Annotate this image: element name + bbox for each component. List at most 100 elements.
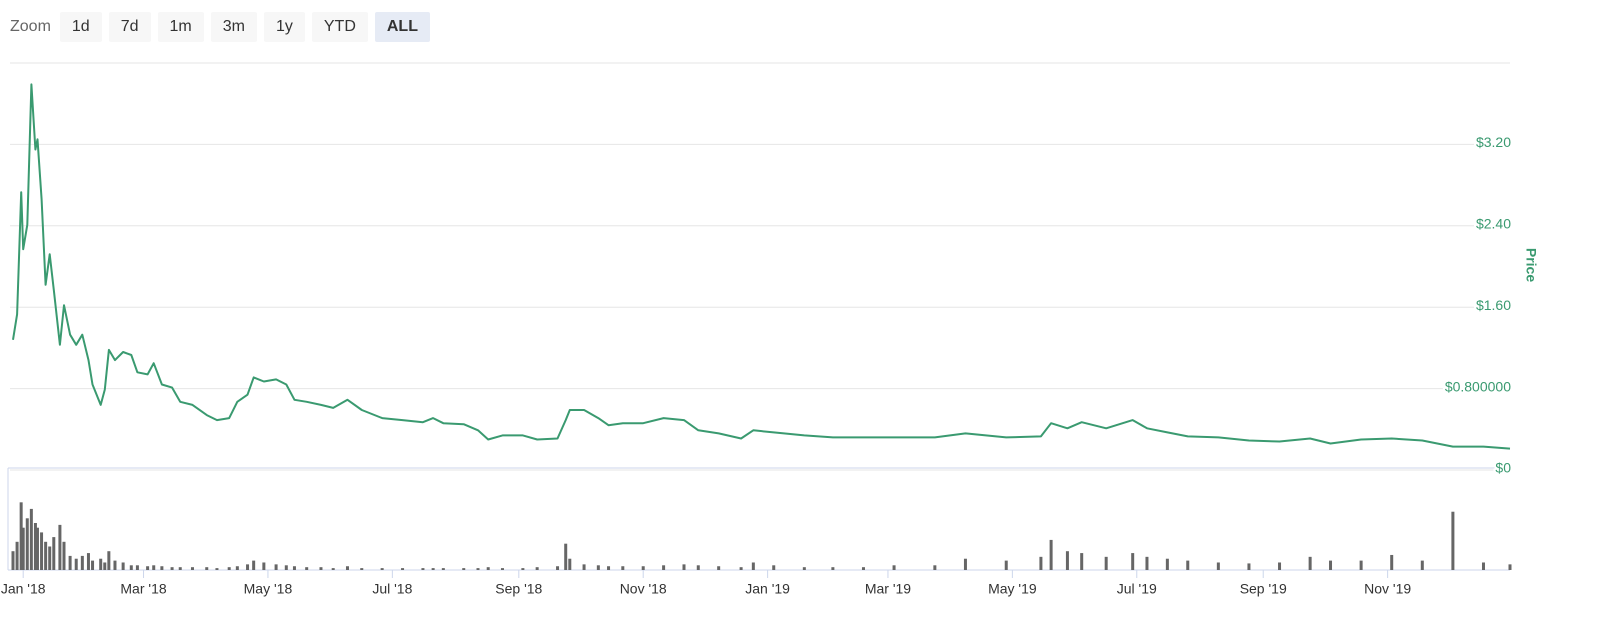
x-tick-label: Jan '19 (745, 581, 790, 597)
volume-bar (113, 560, 117, 570)
volume-bar (1481, 562, 1485, 570)
volume-bar (292, 566, 296, 570)
volume-bar (121, 562, 125, 570)
y-tick-label: $0.800000 (1445, 378, 1511, 394)
volume-bar (86, 553, 90, 570)
volume-bar (274, 564, 278, 570)
volume-bar (252, 560, 256, 570)
volume-bar (1390, 554, 1394, 570)
zoom-button[interactable]: 1m (157, 12, 204, 42)
volume-bar (621, 566, 625, 570)
volume-bar (1451, 511, 1455, 570)
x-tick-label: Nov '19 (1364, 581, 1411, 597)
volume-bar (1216, 562, 1220, 570)
volume-bar (739, 567, 743, 570)
volume-bar (582, 564, 586, 570)
volume-bar (305, 567, 309, 570)
volume-bar (1186, 560, 1190, 570)
volume-bar (262, 562, 266, 570)
y-tick-label: $3.20 (1476, 134, 1511, 150)
x-tick-label: Jul '19 (1117, 581, 1157, 597)
y-axis-title: Price (1523, 248, 1539, 282)
zoom-button[interactable]: 1d (59, 12, 102, 42)
x-tick-label: Nov '18 (620, 581, 667, 597)
x-tick-label: May '18 (244, 581, 293, 597)
volume-bar (521, 568, 525, 570)
y-tick-label: $0 (1495, 460, 1511, 476)
price-line (12, 83, 1511, 450)
zoom-button[interactable]: 7d (108, 12, 151, 42)
volume-bar (11, 551, 15, 570)
volume-bar (1049, 539, 1053, 570)
volume-bar (91, 560, 95, 570)
volume-bar (99, 558, 103, 570)
volume-bar (556, 566, 560, 570)
volume-bar (1039, 556, 1043, 570)
volume-bar (74, 558, 78, 570)
volume-bar (227, 567, 231, 570)
x-tick-label: May '19 (988, 581, 1037, 597)
volume-bar (696, 565, 700, 570)
zoom-label: Zoom (10, 18, 51, 35)
volume-bar (751, 562, 755, 570)
volume-bar (476, 568, 480, 570)
volume-bar (802, 567, 806, 570)
volume-bar (1508, 564, 1512, 570)
volume-bar (486, 567, 490, 570)
volume-bar (40, 532, 44, 570)
volume-bar (1278, 562, 1282, 570)
volume-bar (772, 565, 776, 570)
volume-bar (15, 541, 19, 570)
volume-bar (1165, 558, 1169, 570)
volume-bar (25, 518, 29, 570)
volume-bar (107, 551, 111, 570)
volume-bar (1065, 551, 1069, 570)
range-selector: Zoom 1d 7d 1m 3m 1y YTD ALL (10, 12, 430, 42)
volume-bar (641, 566, 645, 570)
volume-bar (963, 558, 967, 570)
zoom-button[interactable]: 1y (263, 12, 305, 42)
volume-bar (80, 555, 84, 570)
volume-bar (401, 568, 405, 570)
volume-bar (462, 568, 466, 570)
volume-bar (205, 567, 209, 570)
volume-bar (1080, 553, 1084, 570)
volume-bar (861, 567, 865, 570)
volume-bar (331, 568, 335, 570)
volume-bar (1420, 560, 1424, 570)
zoom-button[interactable]: ALL (374, 12, 430, 42)
volume-bar (129, 565, 133, 570)
volume-bar (380, 568, 384, 570)
volume-bar (33, 523, 37, 570)
volume-bar (29, 508, 33, 570)
volume-bar (1308, 556, 1312, 570)
volume-bar (62, 541, 66, 570)
volume-bar (68, 555, 72, 570)
volume-bar (160, 566, 164, 570)
volume-bar (892, 565, 896, 570)
x-tick-label: Mar '18 (120, 581, 166, 597)
volume-bar (170, 567, 174, 570)
volume-bar (178, 567, 182, 570)
volume-bar (596, 565, 600, 570)
volume-bar (1104, 556, 1108, 570)
volume-bar (44, 541, 48, 570)
volume-bar (441, 568, 445, 570)
volume-bar (682, 564, 686, 570)
zoom-button[interactable]: 3m (210, 12, 257, 42)
volume-bar (35, 527, 39, 570)
volume-bar (19, 502, 23, 570)
volume-bar (1247, 563, 1251, 570)
volume-bar (103, 562, 107, 570)
x-tick-label: Mar '19 (865, 581, 911, 597)
volume-bar (535, 567, 539, 570)
volume-bar (662, 565, 666, 570)
volume-bar (235, 566, 239, 570)
volume-bar (135, 565, 139, 570)
volume-bar (564, 543, 568, 570)
y-tick-label: $1.60 (1476, 297, 1511, 313)
zoom-button[interactable]: YTD (311, 12, 368, 42)
volume-bar (345, 566, 349, 570)
